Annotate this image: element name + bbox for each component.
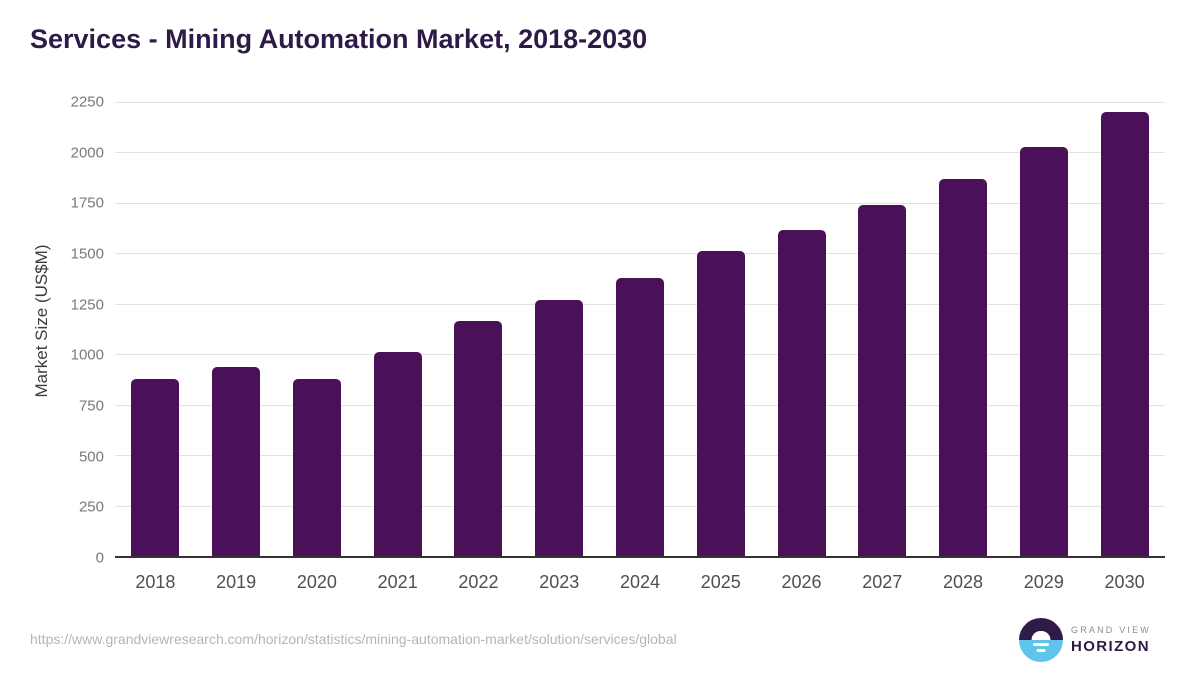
bar-band-2022 (438, 102, 519, 556)
bar-band-2029 (1003, 102, 1084, 556)
x-tick-label-2030: 2030 (1104, 572, 1145, 592)
source-url: https://www.grandviewresearch.com/horizo… (30, 631, 677, 647)
x-tick-label-2028: 2028 (943, 572, 984, 592)
y-tick-label-500: 500 (78, 448, 104, 466)
x-tick-label-2023: 2023 (539, 572, 580, 592)
bar-2025 (696, 251, 745, 556)
bar-2030 (1100, 112, 1149, 556)
x-tick-label-2027: 2027 (862, 572, 903, 592)
grand-view-horizon-logo: GRAND VIEW HORIZON (1019, 618, 1151, 662)
gridline-1500 (115, 253, 1165, 255)
bar-2022 (454, 320, 503, 556)
x-tick-label-2025: 2025 (700, 572, 741, 592)
x-tick-label-2029: 2029 (1023, 572, 1064, 592)
horizon-sun-logo-icon (1019, 618, 1063, 662)
bar-2028 (939, 178, 988, 556)
bar-2027 (858, 204, 907, 556)
chart-title: Services - Mining Automation Market, 201… (30, 24, 648, 54)
logo-reflection-line-1 (1033, 643, 1049, 646)
bar-band-2030 (1084, 102, 1165, 556)
y-tick-label-250: 250 (78, 498, 104, 516)
bar-2018 (131, 379, 180, 556)
y-tick-label-0: 0 (95, 549, 104, 567)
y-tick-label-1250: 1250 (70, 296, 104, 314)
bar-2021 (373, 352, 422, 556)
x-tick-label-2019: 2019 (216, 572, 257, 592)
bar-band-2024 (600, 102, 681, 556)
x-tick-label-2024: 2024 (619, 572, 660, 592)
bar-band-2027 (842, 102, 923, 556)
y-tick-label-1750: 1750 (70, 194, 104, 212)
bar-band-2025 (680, 102, 761, 556)
y-tick-label-2250: 2250 (70, 93, 104, 111)
x-tick-label-2021: 2021 (377, 572, 418, 592)
logo-text-horizon: HORIZON (1071, 638, 1150, 655)
bar-band-2026 (761, 102, 842, 556)
bars-layer (115, 102, 1165, 556)
bar-2029 (1019, 147, 1068, 556)
bar-band-2019 (196, 102, 277, 556)
bar-2019 (212, 367, 261, 556)
bar-band-2023 (519, 102, 600, 556)
x-tick-label-2018: 2018 (135, 572, 176, 592)
logo-text: GRAND VIEW HORIZON (1071, 625, 1151, 655)
logo-reflection-line-2 (1036, 649, 1046, 652)
gridline-2250 (115, 102, 1165, 103)
gridline-1750 (115, 202, 1165, 204)
gridline-2000 (115, 152, 1165, 154)
bar-band-2021 (357, 102, 438, 556)
plot-area (115, 102, 1165, 558)
x-axis-tick-labels: 2018 2019 2020 2021 2022 2023 2024 2025 2026 2027… (115, 572, 1165, 593)
bar-2020 (292, 379, 341, 556)
x-tick-label-2026: 2026 (781, 572, 822, 592)
y-axis-tick-labels: 0 250 500 750 1000 1250 1500 1750 2000 2250 (0, 94, 104, 567)
x-tick-label-2020: 2020 (296, 572, 337, 592)
bar-band-2028 (923, 102, 1004, 556)
y-tick-label-1000: 1000 (70, 346, 104, 364)
logo-text-grand-view: GRAND VIEW (1071, 625, 1152, 635)
y-tick-label-1500: 1500 (70, 245, 104, 263)
logo-sun-dome (1031, 630, 1051, 640)
y-tick-label-2000: 2000 (70, 144, 104, 162)
bar-band-2020 (277, 102, 358, 556)
x-tick-label-2022: 2022 (458, 572, 499, 592)
y-tick-label-750: 750 (78, 397, 104, 415)
bar-2026 (777, 230, 826, 556)
bar-band-2018 (115, 102, 196, 556)
bar-2023 (535, 299, 584, 556)
bar-2024 (615, 277, 664, 556)
